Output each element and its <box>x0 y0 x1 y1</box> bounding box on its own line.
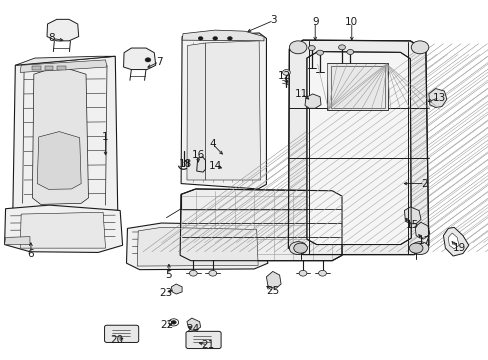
Polygon shape <box>20 212 105 248</box>
Polygon shape <box>126 223 267 270</box>
Circle shape <box>410 41 428 54</box>
Polygon shape <box>306 51 410 244</box>
Circle shape <box>299 270 306 276</box>
Text: 12: 12 <box>277 71 290 81</box>
Text: 8: 8 <box>48 33 55 43</box>
Polygon shape <box>404 207 420 224</box>
Polygon shape <box>181 33 266 189</box>
Polygon shape <box>13 56 118 211</box>
Circle shape <box>282 69 290 75</box>
Circle shape <box>289 41 306 54</box>
FancyBboxPatch shape <box>104 325 139 342</box>
Polygon shape <box>196 157 205 172</box>
Polygon shape <box>180 189 341 261</box>
Polygon shape <box>186 43 205 180</box>
Polygon shape <box>305 94 321 108</box>
Text: 18: 18 <box>178 159 191 169</box>
Text: 6: 6 <box>27 248 34 258</box>
Text: 3: 3 <box>270 15 277 26</box>
Text: 15: 15 <box>405 220 419 230</box>
Circle shape <box>208 270 216 276</box>
Text: 20: 20 <box>110 334 123 345</box>
FancyBboxPatch shape <box>185 331 221 348</box>
Circle shape <box>318 270 326 276</box>
Polygon shape <box>443 227 468 256</box>
Circle shape <box>168 319 178 326</box>
Text: 24: 24 <box>186 324 200 334</box>
Polygon shape <box>20 60 107 72</box>
Polygon shape <box>428 89 446 108</box>
Text: 1: 1 <box>102 132 109 142</box>
Text: 2: 2 <box>421 179 427 189</box>
Circle shape <box>189 270 197 276</box>
Circle shape <box>145 58 151 62</box>
Text: 11: 11 <box>294 89 307 99</box>
Polygon shape <box>447 233 458 249</box>
Polygon shape <box>414 222 429 238</box>
Circle shape <box>171 320 176 324</box>
Text: 16: 16 <box>191 150 204 160</box>
Circle shape <box>212 37 217 40</box>
Circle shape <box>227 37 232 40</box>
Polygon shape <box>182 30 264 41</box>
Circle shape <box>410 242 428 255</box>
Text: 19: 19 <box>451 243 465 253</box>
Polygon shape <box>37 132 81 189</box>
Circle shape <box>293 243 307 253</box>
Text: 4: 4 <box>209 139 216 149</box>
Polygon shape <box>47 19 79 41</box>
Polygon shape <box>288 40 428 255</box>
Circle shape <box>198 37 203 40</box>
Circle shape <box>338 45 345 50</box>
Polygon shape <box>266 271 281 288</box>
Circle shape <box>289 242 306 255</box>
Circle shape <box>308 45 315 50</box>
Polygon shape <box>123 48 156 69</box>
Circle shape <box>346 49 353 54</box>
Circle shape <box>316 50 323 55</box>
Text: 17: 17 <box>417 236 430 246</box>
Bar <box>330 66 384 108</box>
Bar <box>32 66 41 69</box>
Text: 23: 23 <box>159 288 172 298</box>
Polygon shape <box>171 284 182 294</box>
Polygon shape <box>137 227 258 266</box>
Polygon shape <box>205 41 260 180</box>
Text: 13: 13 <box>432 93 445 103</box>
Text: 10: 10 <box>345 17 358 27</box>
Polygon shape <box>32 66 88 204</box>
Bar <box>327 63 387 110</box>
Text: 7: 7 <box>156 57 162 67</box>
Polygon shape <box>4 237 30 244</box>
Text: 9: 9 <box>311 17 318 27</box>
Text: 22: 22 <box>160 320 173 330</box>
Polygon shape <box>15 56 115 65</box>
Polygon shape <box>4 205 122 252</box>
Text: 25: 25 <box>265 286 279 296</box>
Bar <box>57 66 65 69</box>
Text: 5: 5 <box>165 270 172 280</box>
Bar <box>44 66 53 69</box>
Circle shape <box>408 243 422 253</box>
Text: 14: 14 <box>208 161 222 171</box>
Polygon shape <box>186 318 200 330</box>
Text: 21: 21 <box>201 340 214 350</box>
